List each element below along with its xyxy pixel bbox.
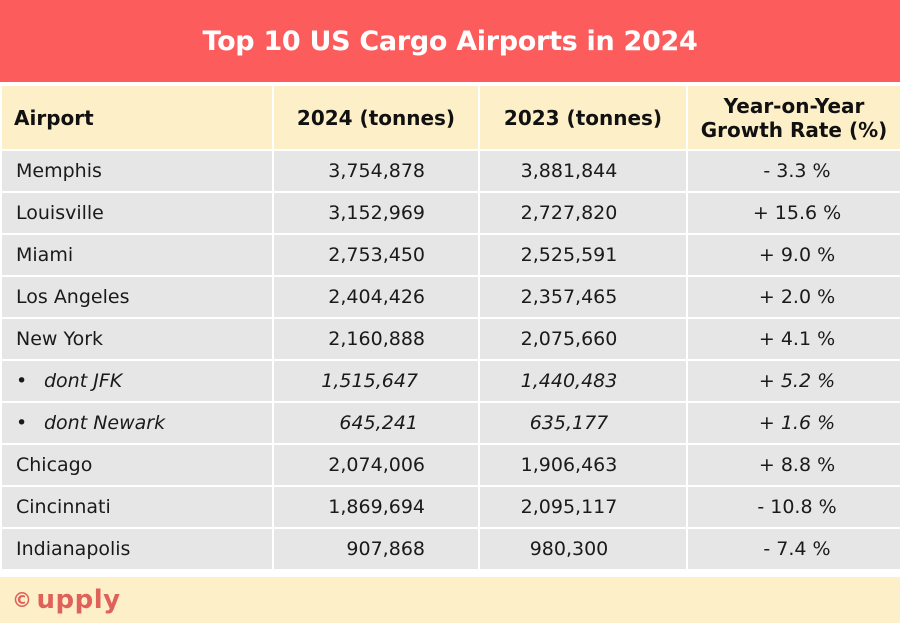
table-body: Memphis 3,754,878 3,881,844- 3.3 % Louisvil… [0,149,900,571]
cell-2023: 635,177 [478,401,688,445]
cell-2024: 2,074,006 [272,443,480,487]
cell-airport: Memphis [0,149,274,193]
airport-name: Cincinnati [16,496,111,518]
title-band: Top 10 US Cargo Airports in 2024 [0,0,900,82]
brand-name: upply [36,585,121,615]
cell-growth: - 7.4 % [686,527,900,571]
header-2023: 2023 (tonnes) [478,84,688,151]
cell-2024: 645,241 [272,401,480,445]
cell-airport: • dont Newark [0,401,274,445]
cell-growth: - 3.3 % [686,149,900,193]
table-row: Louisville 3,152,969 2,727,820 + 15.6 % [0,191,900,235]
cell-2024: 1,869,694 [272,485,480,529]
cell-2023: 980,300 [478,527,688,571]
cell-2024: 2,753,450 [272,233,480,277]
table-row: Chicago 2,074,006 1,906,463 + 8.8 % [0,443,900,487]
cell-2024: 2,404,426 [272,275,480,319]
cell-growth: + 4.1 % [686,317,900,361]
table-row: Miami 2,753,450 2,525,591 + 9.0 % [0,233,900,277]
cell-growth: + 8.8 % [686,443,900,487]
header-growth-line2: Growth Rate (%) [700,117,888,142]
cell-growth: + 15.6 % [686,191,900,235]
cell-growth: + 5.2 % [686,359,900,403]
cell-airport: New York [0,317,274,361]
airport-name: New York [16,328,104,350]
cell-2023: 2,357,465 [478,275,688,319]
table-row: Cincinnati 1,869,694 2,095,117- 10.8 % [0,485,900,529]
cell-airport: • dont JFK [0,359,274,403]
cell-2024: 3,754,878 [272,149,480,193]
cell-airport: Miami [0,233,274,277]
header-airport: Airport [0,84,274,151]
table-row: • dont Newark 645,241 635,177 + 1.6 % [0,401,900,445]
bullet-icon: • [16,412,28,434]
airport-name: Miami [16,244,74,266]
airport-name: dont JFK [44,370,123,392]
cell-growth: - 10.8 % [686,485,900,529]
table-row: • dont JFK 1,515,647 1,440,483 + 5.2 % [0,359,900,403]
airport-name: Los Angeles [16,286,130,308]
table-row: Los Angeles 2,404,426 2,357,465 + 2.0 % [0,275,900,319]
header-row: Airport 2024 (tonnes) 2023 (tonnes) Year… [0,84,900,151]
cell-growth: + 9.0 % [686,233,900,277]
cell-airport: Louisville [0,191,274,235]
header-growth: Year-on-Year Growth Rate (%) [686,84,900,151]
page-title: Top 10 US Cargo Airports in 2024 [202,25,698,57]
cell-2023: 3,881,844 [478,149,688,193]
footer: © upply [0,575,900,623]
copyright-icon: © [12,588,33,612]
bullet-icon: • [16,370,28,392]
cell-2024: 2,160,888 [272,317,480,361]
airport-name: Chicago [16,454,93,476]
cell-2024: 1,515,647 [272,359,480,403]
cell-airport: Chicago [0,443,274,487]
cell-airport: Indianapolis [0,527,274,571]
cell-2023: 2,075,660 [478,317,688,361]
cell-airport: Cincinnati [0,485,274,529]
header-2024: 2024 (tonnes) [272,84,480,151]
cell-2023: 2,525,591 [478,233,688,277]
cell-2023: 2,095,117 [478,485,688,529]
cargo-airports-table: Airport 2024 (tonnes) 2023 (tonnes) Year… [0,84,900,571]
table-row: New York 2,160,888 2,075,660 + 4.1 % [0,317,900,361]
header-growth-line1: Year-on-Year [723,93,865,118]
table-row: Memphis 3,754,878 3,881,844- 3.3 % [0,149,900,193]
cell-2023: 1,440,483 [478,359,688,403]
cell-2023: 1,906,463 [478,443,688,487]
airport-name: dont Newark [44,412,166,434]
upply-logo: © upply [12,585,121,615]
cell-growth: + 2.0 % [686,275,900,319]
cell-growth: + 1.6 % [686,401,900,445]
airport-name: Louisville [16,202,104,224]
cell-2024: 3,152,969 [272,191,480,235]
airport-name: Indianapolis [16,538,131,560]
airport-name: Memphis [16,160,102,182]
cell-2023: 2,727,820 [478,191,688,235]
cell-airport: Los Angeles [0,275,274,319]
cell-2024: 907,868 [272,527,480,571]
table-row: Indianapolis 907,868 980,300- 7.4 % [0,527,900,571]
